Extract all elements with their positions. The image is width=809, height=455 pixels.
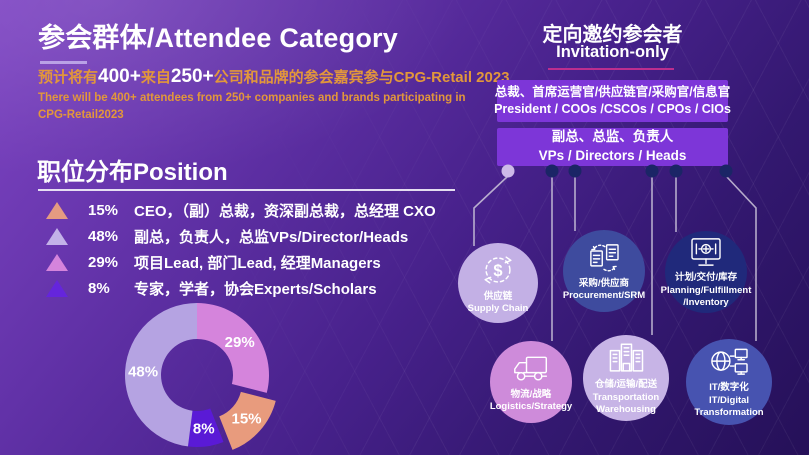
- role-circle-label: Transformation: [694, 407, 764, 419]
- box-executives-zh: 总裁、首席运营官/供应链官/采购官/信息官: [494, 84, 731, 99]
- donut-slice: [197, 303, 269, 393]
- connector-dot: [669, 164, 683, 178]
- supply-chain-icon: $: [476, 251, 520, 291]
- role-circle-label: IT/Digital: [708, 394, 750, 406]
- box-vps-en: VPs / Directors / Heads: [538, 148, 687, 163]
- invitation-title-en: Invitation-only: [556, 43, 669, 61]
- legend: 15% CEO，（副）总裁，资深副总裁，总经理 CXO 48% 副总，负责人，总监VP…: [46, 197, 436, 301]
- legend-pct: 48%: [88, 227, 119, 245]
- invitation-title-zh: 定向邀约参会者: [542, 24, 683, 46]
- subtitle-zh-suffix: 公司和品牌的参会嘉宾参与: [213, 69, 394, 86]
- legend-triangle-icon: [46, 253, 68, 271]
- donut-label: 8%: [193, 421, 215, 438]
- title-underline: [40, 61, 87, 64]
- logistics-icon: [509, 351, 553, 389]
- legend-triangle-icon: [46, 201, 68, 219]
- role-circle-warehouse: 仓储/运输/配送 Transportation Warehousing: [583, 335, 669, 421]
- role-circle-label: Planning/Fulfillment: [660, 284, 752, 296]
- connector-dot: [719, 164, 733, 178]
- role-circle-planning: 计划/交付/库存 Planning/Fulfillment/Inventory: [661, 231, 751, 313]
- legend-label: 项目Lead, 部门Lead, 经理Managers: [134, 254, 381, 272]
- it-icon: [707, 344, 751, 382]
- connector-dot: [568, 164, 582, 178]
- box-vps-zh: 副总、总监、负责人: [551, 129, 674, 145]
- subtitle-en: There will be 400+ attendees from 250+ c…: [38, 90, 466, 123]
- role-circle-label: IT/数字化: [709, 382, 749, 394]
- role-circle-label: Warehousing: [596, 404, 656, 416]
- legend-item: 29% 项目Lead, 部门Lead, 经理Managers: [46, 249, 436, 275]
- role-circle-label: 采购/供应商: [578, 277, 630, 289]
- connector-dot: [645, 164, 659, 178]
- legend-item: 8% 专家，学者，协会Experts/Scholars: [46, 275, 436, 301]
- legend-label: CEO，（副）总裁，资深副总裁，总经理 CXO: [134, 202, 436, 220]
- role-circle-label: 物流/战略: [510, 388, 552, 400]
- donut-slice: [219, 391, 276, 450]
- position-heading: 职位分布Position: [37, 159, 228, 186]
- legend-label: 副总，负责人，总监VPs/Director/Heads: [134, 228, 409, 246]
- position-underline: [38, 189, 455, 191]
- donut-slice: [125, 303, 197, 447]
- brand-name: CPG-Retail 2023: [393, 69, 510, 86]
- legend-label: 专家，学者，协会Experts/Scholars: [134, 280, 377, 298]
- subtitle-zh: 预计将有400+来自250+公司和品牌的参会嘉宾参与CPG-Retail 202…: [38, 66, 510, 88]
- role-circle-label: Transportation: [592, 391, 660, 403]
- connector-dot: [501, 164, 515, 178]
- legend-pct: 29%: [88, 253, 119, 271]
- role-circle-it: IT/数字化 IT/Digital Transformation: [686, 339, 772, 425]
- invitation-box-vps: 副总、总监、负责人 VPs / Directors / Heads: [497, 128, 728, 166]
- donut-label: 29%: [225, 334, 255, 351]
- subtitle-en-line1: There will be 400+ attendees from 250+ c…: [38, 92, 466, 104]
- box-executives-en: President / COOs /CSCOs / CPOs / CIOs: [494, 102, 731, 116]
- company-count: 250+: [170, 66, 214, 87]
- subtitle-en-line2: CPG-Retail2023: [38, 108, 124, 121]
- role-circle-label: Logistics/Strategy: [489, 401, 573, 412]
- svg-text:$: $: [493, 262, 502, 280]
- legend-item: 48% 副总，负责人，总监VPs/Director/Heads: [46, 223, 436, 249]
- page-title: 参会群体/Attendee Category: [38, 23, 398, 53]
- connector-line: [473, 175, 509, 246]
- warehouse-icon: [604, 339, 648, 379]
- role-circle-logistics: 物流/战略 Logistics/Strategy: [490, 341, 572, 423]
- legend-pct: 15%: [88, 201, 119, 219]
- connector-dot: [545, 164, 559, 178]
- invitation-underline: [548, 68, 674, 70]
- role-circle-label: 仓储/运输/配送: [594, 379, 658, 391]
- donut-label: 15%: [231, 411, 261, 428]
- planning-icon: [685, 234, 727, 272]
- donut-slice: [187, 408, 224, 447]
- subtitle-zh-mid: 来自: [140, 69, 171, 86]
- attendee-count: 400+: [98, 66, 141, 87]
- role-circle-label: 供应链: [483, 290, 513, 302]
- role-circle-label: /Inventory: [683, 297, 729, 309]
- legend-triangle-icon: [46, 279, 68, 297]
- legend-triangle-icon: [46, 227, 68, 245]
- donut-label: 48%: [128, 364, 158, 381]
- legend-item: 15% CEO，（副）总裁，资深副总裁，总经理 CXO: [46, 197, 436, 223]
- position-donut-chart: 29% 15% 8% 48%: [125, 303, 276, 450]
- invitation-box-executives: 总裁、首席运营官/供应链官/采购官/信息官 President / COOs /…: [494, 80, 731, 122]
- role-circle-label: Supply Chain: [467, 303, 529, 314]
- role-circle-label: 计划/交付/库存: [674, 272, 738, 284]
- legend-pct: 8%: [88, 279, 110, 297]
- role-circle-label: Procurement/SRM: [562, 290, 646, 301]
- role-circle-procurement: 采购/供应商 Procurement/SRM: [563, 230, 645, 312]
- role-circle-supply-chain: $ 供应链 Supply Chain: [458, 243, 538, 323]
- subtitle-zh-prefix: 预计将有: [38, 69, 99, 86]
- procurement-icon: [583, 240, 625, 278]
